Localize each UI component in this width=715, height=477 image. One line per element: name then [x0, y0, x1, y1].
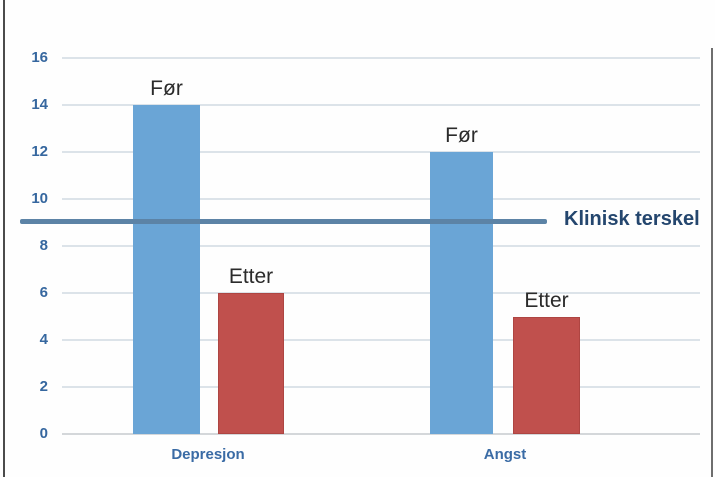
gridline-y2	[62, 386, 700, 388]
bar-depresjon-etter-label: Etter	[228, 265, 274, 288]
bar-angst-for	[430, 152, 493, 434]
y-tick-label-10: 10	[31, 190, 48, 207]
y-tick-label-0: 0	[39, 425, 48, 442]
bar-angst-for-label: Før	[445, 124, 478, 147]
y-tick-label-2: 2	[39, 378, 48, 395]
bar-depresjon-for-label: Før	[150, 77, 183, 100]
gridline-y16	[62, 57, 700, 59]
category-label-angst: Angst	[483, 446, 527, 463]
threshold-label: Klinisk terskel	[564, 208, 700, 230]
category-label-depresjon: Depresjon	[171, 446, 245, 463]
threshold-line	[20, 219, 547, 224]
frame-border-left	[3, 0, 5, 477]
y-tick-label-6: 6	[39, 284, 48, 301]
bar-angst-etter	[513, 316, 580, 434]
gridline-y0	[62, 433, 700, 435]
y-tick-label-8: 8	[39, 237, 48, 254]
y-tick-label-14: 14	[31, 96, 48, 113]
gridline-y10	[62, 198, 700, 200]
bar-angst-etter-label: Etter	[524, 288, 569, 312]
gridline-y8	[62, 245, 700, 247]
y-tick-label-4: 4	[39, 331, 48, 348]
gridline-y12	[62, 151, 700, 153]
bar-depresjon-for	[133, 105, 200, 434]
frame-border-right	[711, 48, 713, 477]
bar-depresjon-etter	[218, 293, 284, 434]
gridline-y14	[62, 104, 700, 106]
gridline-y4	[62, 339, 700, 341]
y-tick-label-16: 16	[31, 49, 48, 66]
y-tick-label-12: 12	[31, 143, 48, 160]
gridline-y6	[62, 292, 700, 294]
